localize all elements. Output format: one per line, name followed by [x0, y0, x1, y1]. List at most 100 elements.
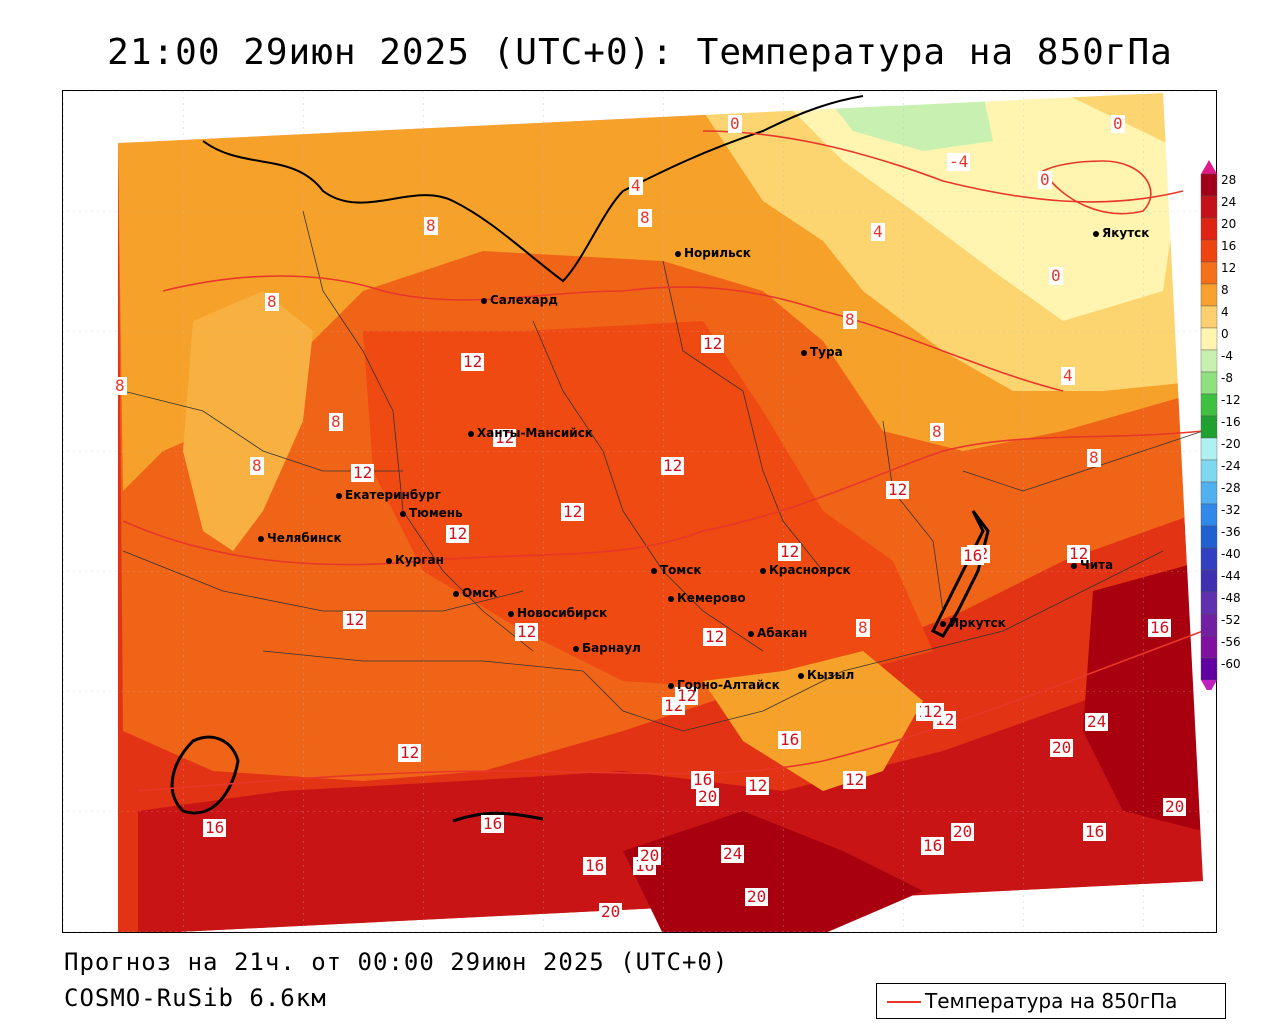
colorbar-swatch	[1200, 657, 1218, 681]
city-label: Красноярск	[769, 563, 851, 577]
colorbar-bottom-arrow	[1201, 680, 1217, 690]
city-dot-icon	[668, 595, 674, 602]
colorbar-swatch	[1200, 195, 1218, 219]
city-marker: Омск	[453, 586, 497, 600]
colorbar-tick-label: -28	[1221, 481, 1241, 495]
lake-balkhash	[452, 811, 544, 823]
city-dot-icon	[386, 557, 392, 564]
city-dot-icon	[675, 250, 681, 257]
colorbar-swatch	[1200, 349, 1218, 373]
city-dot-icon	[508, 610, 514, 617]
city-dot-icon	[453, 590, 459, 597]
isotherm-label: 20	[638, 846, 662, 865]
colorbar-swatch	[1200, 437, 1218, 461]
city-marker: Якутск	[1093, 226, 1149, 240]
colorbar-tick-label: 12	[1221, 261, 1237, 275]
isotherm-label: 12	[561, 502, 585, 521]
city-label: Кызыл	[807, 668, 855, 682]
city-label: Иркутск	[949, 616, 1006, 630]
city-label: Горно-Алтайск	[677, 678, 780, 692]
isotherm-label: 8	[250, 456, 264, 475]
isotherm-label: 24	[1085, 712, 1109, 731]
city-label: Норильск	[684, 246, 751, 260]
colorbar-tick-label: -36	[1221, 525, 1241, 539]
city-marker: Челябинск	[258, 531, 342, 545]
colorbar-swatch	[1200, 635, 1218, 659]
caspian-sea	[170, 735, 240, 815]
colorbar-tick-label: -40	[1221, 547, 1241, 561]
city-marker: Красноярск	[760, 563, 851, 577]
colorbar-swatch	[1200, 503, 1218, 527]
colorbar-tick-label: 0	[1221, 327, 1229, 341]
city-marker: Тюмень	[400, 506, 463, 520]
city-marker: Екатеринбург	[336, 488, 441, 502]
isotherm-label: 16	[481, 814, 505, 833]
colorbar-tick-label: -56	[1221, 635, 1241, 649]
isotherm-label: 12	[398, 743, 422, 762]
isotherm-label: 8	[113, 376, 127, 395]
isotherm-label: 16	[203, 818, 227, 837]
city-dot-icon	[801, 349, 807, 356]
isotherm-label: 12	[921, 702, 945, 721]
legend: Температура на 850гПа	[876, 983, 1226, 1019]
colorbar-tick-label: 16	[1221, 239, 1237, 253]
colorbar-tick-label: -8	[1221, 371, 1233, 385]
isotherm-lines	[122, 130, 1204, 792]
city-dot-icon	[748, 630, 754, 637]
city-label: Кемерово	[677, 591, 746, 605]
isotherm-label: 0	[1049, 266, 1063, 285]
coastline	[202, 95, 864, 283]
colorbar-top-arrow	[1201, 160, 1217, 174]
city-label: Чита	[1080, 558, 1114, 572]
city-label: Омск	[462, 586, 498, 600]
legend-line-swatch	[887, 1001, 921, 1003]
isotherm-label: 12	[343, 610, 367, 629]
isotherm-label: 8	[856, 618, 870, 637]
colorbar-swatch	[1200, 393, 1218, 417]
colorbar-tick-label: -52	[1221, 613, 1241, 627]
isotherm-label: 12	[701, 334, 725, 353]
colorbar-tick-label: -4	[1221, 349, 1233, 363]
colorbar-swatch	[1200, 327, 1218, 351]
isotherm-label: 4	[1061, 366, 1075, 385]
isotherm-label: 16	[1083, 822, 1107, 841]
city-label: Барнаул	[582, 641, 641, 655]
isotherm-label: 8	[638, 208, 652, 227]
colorbar-tick-label: -32	[1221, 503, 1241, 517]
isotherm-label: 16	[691, 770, 715, 789]
isotherm-label: 0	[728, 114, 742, 133]
colorbar-swatch	[1200, 415, 1218, 439]
isotherm-label: 12	[675, 686, 699, 705]
isotherm-label: 8	[424, 216, 438, 235]
region-borders	[122, 210, 1204, 732]
city-dot-icon	[940, 620, 946, 627]
isotherm-label: 16	[583, 856, 607, 875]
isotherm-label: 12	[515, 622, 539, 641]
isotherm-label: 16	[778, 730, 802, 749]
colorbar-swatch	[1200, 459, 1218, 483]
colorbar-swatch	[1200, 371, 1218, 395]
isotherm-label: 16	[921, 836, 945, 855]
colorbar-tick-label: -12	[1221, 393, 1241, 407]
map-canvas	[63, 91, 1216, 932]
isotherm-label: 20	[1163, 797, 1187, 816]
isotherm-label: 12	[746, 776, 770, 795]
temperature-map: 0 0 -4 0 4 0 4 8 8 8 8 8 8 8 8 4 8 8 12 12 12 12 12 12 12 12 12 12 1…	[62, 90, 1217, 933]
isotherm-label: 8	[265, 292, 279, 311]
colorbar-tick-label: -48	[1221, 591, 1241, 605]
colorbar-tick-label: -24	[1221, 459, 1241, 473]
city-marker: Кемерово	[668, 591, 746, 605]
city-marker: Тура	[801, 345, 843, 359]
isotherm-label: 12	[446, 524, 470, 543]
colorbar-swatch	[1200, 525, 1218, 549]
city-label: Якутск	[1102, 226, 1150, 240]
city-dot-icon	[760, 567, 766, 574]
isotherm-label: 8	[329, 412, 343, 431]
city-label: Абакан	[757, 626, 808, 640]
isotherm-label: 24	[721, 844, 745, 863]
isotherm-label: 20	[599, 902, 623, 921]
colorbar-tick-label: 4	[1221, 305, 1229, 319]
isotherm-label: 20	[696, 787, 720, 806]
city-marker: Томск	[651, 563, 702, 577]
city-dot-icon	[651, 567, 657, 574]
